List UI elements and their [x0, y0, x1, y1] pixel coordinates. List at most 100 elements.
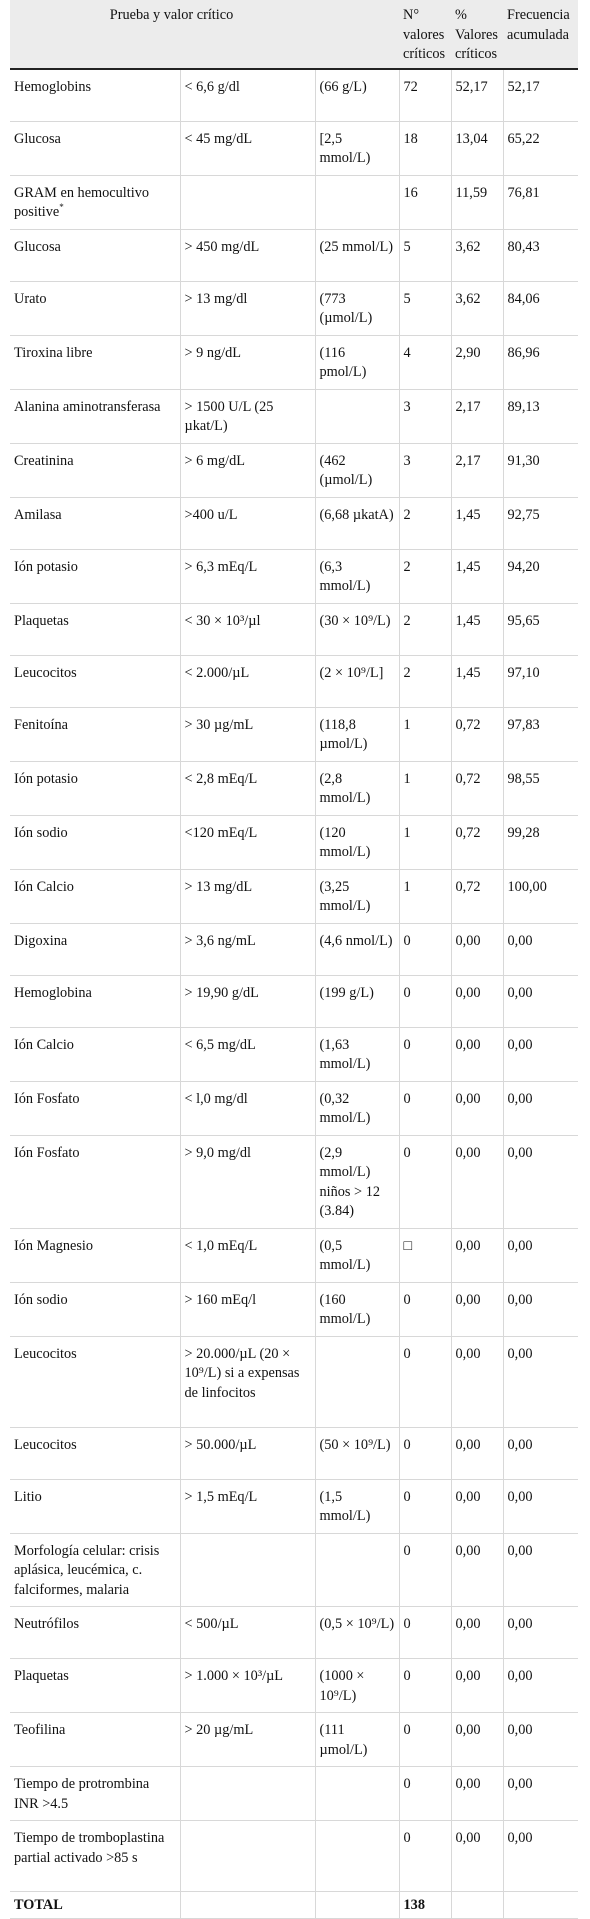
cell-test-text: Tiempo de protrombina INR >4.5 [14, 1776, 150, 1812]
cell-percent-text: 1,45 [455, 506, 481, 523]
cell-percent: 1,45 [451, 655, 504, 708]
cell-cumulative: 0,00 [503, 1135, 579, 1229]
cell-cumulative: 0,00 [503, 1027, 579, 1082]
cell-test-text: Alanina aminotransferasa [14, 398, 161, 415]
cell-critical-limit: > 9 ng/dL [180, 335, 316, 390]
cell-test: Amilasa [10, 497, 181, 550]
table-row: GRAM en hemocultivo positive* 16 11,59 76,8… [10, 175, 579, 230]
cell-percent-text: 2,17 [455, 452, 481, 469]
cell-percent: 0,00 [451, 923, 504, 976]
cell-test-text: Fenitoína [14, 716, 69, 733]
cell-test: Ión potasio [10, 761, 181, 816]
table-row: Ión sodio > 160 mEq/l (160 mmol/L) 0 0,00 0,0… [10, 1282, 579, 1337]
cell-critical-limit: < 6,6 g/dl [180, 68, 316, 122]
total-empty-cell [451, 1891, 504, 1919]
cell-cumulative-text: 84,06 [507, 290, 540, 307]
cell-percent-text: 3,62 [455, 238, 481, 255]
total-empty-cell [503, 1891, 579, 1919]
cell-si-value [315, 1820, 400, 1892]
table-row: Leucocitos > 50.000/µL (50 × 10⁹/L) 0 0,00 0,… [10, 1427, 579, 1480]
table-row: Leucocitos > 20.000/µL (20 × 10⁹/L) si a … [10, 1336, 579, 1428]
cell-si-value: (50 × 10⁹/L) [315, 1427, 400, 1480]
cell-cumulative: 97,10 [503, 655, 579, 708]
cell-test: Tiempo de tromboplastina partial activad… [10, 1820, 181, 1892]
cell-cumulative-text: 0,00 [507, 1616, 533, 1632]
cell-percent-text: 0,00 [455, 1036, 481, 1053]
cell-cumulative-text: 0,00 [507, 1237, 533, 1254]
cell-percent-text: 0,00 [455, 1722, 481, 1738]
cell-si-value: (1000 × 10⁹/L) [315, 1658, 400, 1713]
cell-count-text: 2 [403, 506, 411, 523]
cell-si-value: (199 g/L) [315, 975, 400, 1028]
cell-count-text: 5 [403, 238, 411, 255]
cell-test-text: Creatinina [14, 452, 74, 469]
cell-critical-limit-text: > 1,5 mEq/L [184, 1488, 258, 1505]
table-row: Digoxina > 3,6 ng/mL (4,6 nmol/L) 0 0,00 0,00 [10, 923, 579, 976]
cell-si-value-text: (50 × 10⁹/L) [319, 1436, 391, 1453]
cell-test: Plaquetas [10, 603, 181, 656]
cell-count-text: 16 [403, 184, 418, 201]
cell-count: 2 [399, 603, 452, 656]
cell-cumulative-text: 0,00 [507, 1090, 533, 1107]
cell-count-text: 18 [403, 130, 418, 147]
cell-cumulative-text: 100,00 [507, 878, 547, 895]
cell-count: 5 [399, 281, 452, 336]
cell-si-value-text: (2,8 mmol/L) [319, 770, 371, 807]
cell-cumulative: 52,17 [503, 68, 579, 122]
table-row: Tiempo de tromboplastina partial activad… [10, 1820, 579, 1892]
cell-cumulative: 0,00 [503, 1228, 579, 1283]
cell-test-text: Ión Calcio [14, 1036, 74, 1053]
cell-test-text: Ión Fosfato [14, 1090, 80, 1107]
cell-test: Urato [10, 281, 181, 336]
cell-percent-text: 0,72 [455, 770, 481, 787]
table-row: Urato > 13 mg/dl (773 (µmol/L) 5 3,62 84,06 [10, 281, 579, 336]
cell-cumulative: 100,00 [503, 869, 579, 924]
cell-test-text: Digoxina [14, 932, 68, 949]
cell-percent-text: 0,00 [455, 1345, 481, 1362]
cell-critical-limit: > 13 mg/dl [180, 281, 316, 336]
cell-si-value-text: (199 g/L) [319, 984, 374, 1001]
table-row: Ión Calcio > 13 mg/dL (3,25 mmol/L) 1 0,72 10… [10, 869, 579, 924]
cell-count: 0 [399, 1479, 452, 1534]
cell-percent: 0,00 [451, 1336, 504, 1428]
table-row: Tiroxina libre > 9 ng/dL (116 pmol/L) 4 2,90… [10, 335, 579, 390]
cell-cumulative-text: 0,00 [507, 984, 533, 1001]
cell-si-value: (0,5 mmol/L) [315, 1228, 400, 1283]
cell-critical-limit-text: < 6,5 mg/dL [184, 1036, 256, 1053]
cell-cumulative: 84,06 [503, 281, 579, 336]
cell-critical-limit: < 45 mg/dL [180, 121, 316, 176]
cell-percent: 13,04 [451, 121, 504, 176]
cell-count: 2 [399, 549, 452, 604]
cell-count: 72 [399, 68, 452, 122]
cell-count: 0 [399, 1820, 452, 1892]
cell-critical-limit: > 6,3 mEq/L [180, 549, 316, 604]
cell-cumulative: 0,00 [503, 1820, 579, 1892]
cell-cumulative-text: 0,00 [507, 932, 533, 949]
cell-percent-text: 13,04 [455, 130, 488, 147]
cell-count-text: 0 [403, 1668, 411, 1684]
cell-si-value [315, 1766, 400, 1821]
cell-count-text: 3 [403, 452, 411, 469]
cell-count-text: 3 [403, 398, 411, 415]
table-body: Hemoglobins < 6,6 g/dl (66 g/L) 72 52,17 52,1… [10, 68, 579, 1919]
cell-si-value-text: (6,3 mmol/L) [319, 558, 371, 595]
cell-test: Ión Fosfato [10, 1135, 181, 1229]
cell-critical-limit: < 1,0 mEq/L [180, 1228, 316, 1283]
cell-cumulative: 0,00 [503, 975, 579, 1028]
cell-critical-limit-text: > 13 mg/dL [184, 878, 253, 895]
cell-cumulative: 0,00 [503, 1712, 579, 1767]
cell-count-text: 2 [403, 558, 411, 575]
cell-test-text: Litio [14, 1488, 42, 1505]
cell-count: 0 [399, 923, 452, 976]
cell-count: 0 [399, 1027, 452, 1082]
cell-count-text: 0 [403, 1776, 411, 1792]
cell-percent: 0,00 [451, 1479, 504, 1534]
cell-critical-limit-text: > 20 µg/mL [184, 1722, 254, 1738]
cell-test: Ión Magnesio [10, 1228, 181, 1283]
cell-si-value-text: (773 (µmol/L) [319, 290, 373, 327]
cell-si-value: (2 × 10⁹/L] [315, 655, 400, 708]
cell-percent: 1,45 [451, 549, 504, 604]
cell-cumulative-text: 65,22 [507, 130, 540, 147]
cell-si-value: (3,25 mmol/L) [315, 869, 400, 924]
table-row: Ión potasio > 6,3 mEq/L (6,3 mmol/L) 2 1,45 9… [10, 549, 579, 604]
